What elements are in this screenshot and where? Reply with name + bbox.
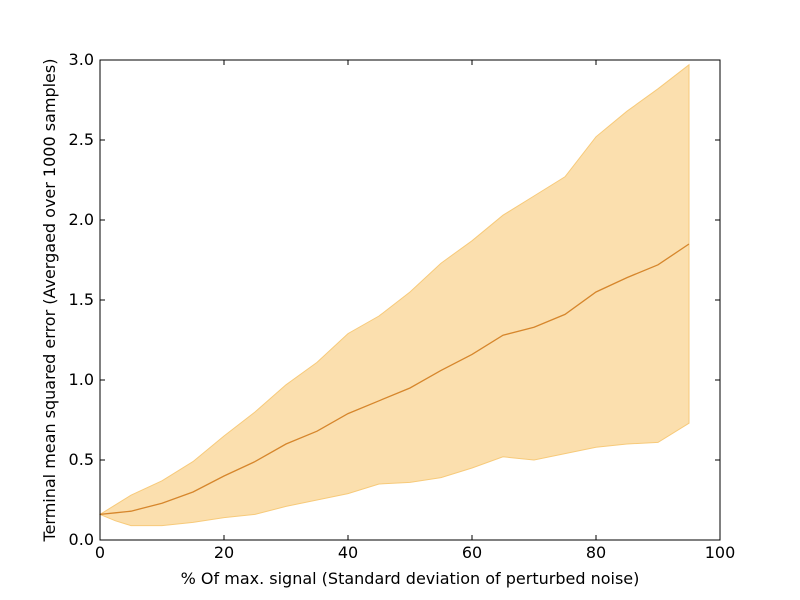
y-tick-label: 0.5 [69, 450, 94, 469]
mean-line [99, 243, 690, 516]
x-axis: 0 20 40 60 80 100 [95, 60, 735, 562]
y-tick-label: 3.0 [69, 50, 94, 69]
y-axis-label: Terminal mean squared error (Avergaed ov… [40, 59, 59, 543]
x-axis-label: % Of max. signal (Standard deviation of … [181, 569, 640, 588]
y-tick-label: 1.5 [69, 290, 94, 309]
y-tick-label: 2.5 [69, 130, 94, 149]
x-tick-label: 100 [705, 543, 736, 562]
y-tick-label: 1.0 [69, 370, 94, 389]
mean-line-layer [99, 243, 690, 516]
x-tick-label: 40 [338, 543, 358, 562]
y-tick-label: 2.0 [69, 210, 94, 229]
x-tick-label: 0 [95, 543, 105, 562]
x-tick-label: 60 [462, 543, 482, 562]
y-axis: 0.0 0.5 1.0 1.5 2.0 2.5 3.0 [69, 50, 720, 549]
x-tick-label: 80 [586, 543, 606, 562]
y-tick-label: 0.0 [69, 530, 94, 549]
x-tick-label: 20 [214, 543, 234, 562]
